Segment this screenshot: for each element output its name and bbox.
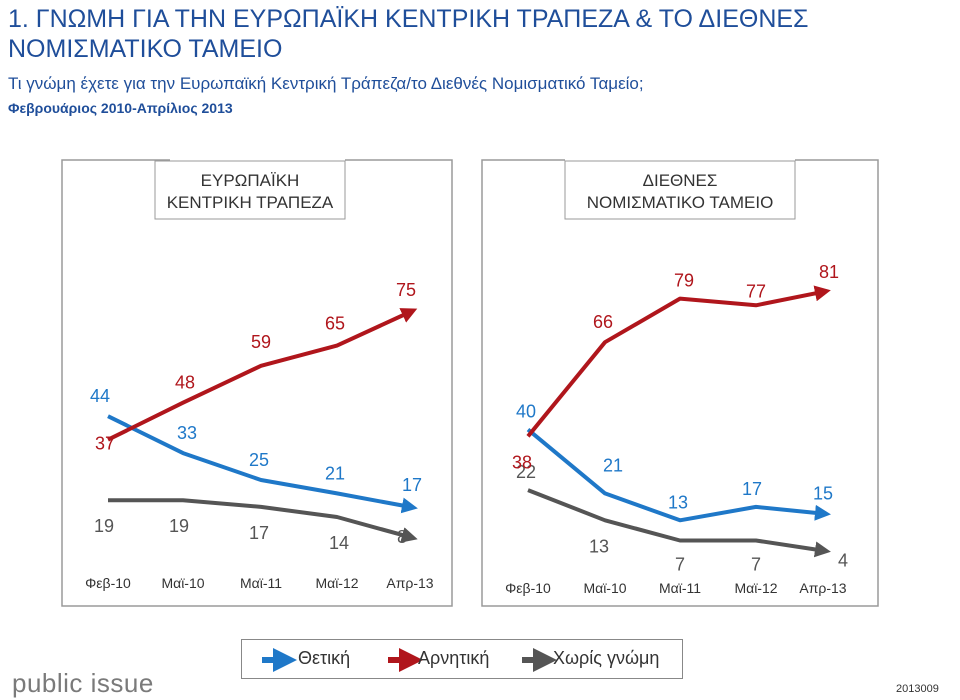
legend-negative-label: Αρνητική <box>418 648 490 668</box>
data-label-positive: 21 <box>325 463 345 483</box>
data-label-no_opinion: 14 <box>329 533 349 553</box>
survey-period: Φεβρουάριος 2010-Απρίλιος 2013 <box>8 100 233 116</box>
data-label-positive: 25 <box>249 450 269 470</box>
x-tick-label: Φεβ-10 <box>85 575 131 591</box>
data-label-negative: 81 <box>819 262 839 282</box>
public-issue-logo: public issue <box>12 668 154 698</box>
series-line-positive <box>526 428 831 523</box>
series-line-negative <box>107 308 418 442</box>
data-label-no_opinion: 7 <box>675 554 685 574</box>
x-tick-label: Μαϊ-10 <box>161 575 204 591</box>
x-tick-label: Φεβ-10 <box>505 580 551 596</box>
data-label-no_opinion: 8 <box>397 527 407 547</box>
data-label-no_opinion: 13 <box>589 536 609 556</box>
ecb-panel-frame <box>61 159 453 607</box>
report-code: 2013009 <box>896 683 939 695</box>
data-label-negative: 59 <box>251 332 271 352</box>
page-title: 1. ΓΝΩΜΗ ΓΙΑ ΤΗΝ ΕΥΡΩΠΑΪΚΗ ΚΕΝΤΡΙΚΗ ΤΡΑΠ… <box>8 5 809 63</box>
data-label-positive: 44 <box>90 386 110 406</box>
ecb-chart-panel: ΕΥΡΩΠΑΪΚΗ ΚΕΝΤΡΙΚΗ ΤΡΑΠΕΖΑ 19 19 17 14 8 44 33 2… <box>61 159 453 607</box>
data-label-negative: 66 <box>593 312 613 332</box>
data-label-no_opinion: 4 <box>838 551 848 571</box>
data-label-negative: 75 <box>396 280 416 300</box>
data-label-negative: 77 <box>746 281 766 301</box>
x-tick-label: Απρ-13 <box>386 575 433 591</box>
data-label-positive: 15 <box>813 484 833 504</box>
series-line-no_opinion <box>108 498 418 543</box>
imf-title-box <box>564 160 796 220</box>
imf-panel-frame <box>481 159 879 607</box>
data-label-positive: 17 <box>742 479 762 499</box>
data-label-no_opinion: 7 <box>751 554 761 574</box>
series-line-positive <box>107 414 418 514</box>
ecb-chart-title: ΕΥΡΩΠΑΪΚΗ ΚΕΝΤΡΙΚΗ ΤΡΑΠΕΖΑ <box>167 171 334 212</box>
series-line-negative <box>526 285 831 438</box>
imf-chart-title: ΔΙΕΘΝΕΣ ΝΟΜΙΣΜΑΤΙΚΟ ΤΑΜΕΙΟ <box>587 171 774 212</box>
x-tick-label: Μαϊ-12 <box>315 575 358 591</box>
data-label-positive: 21 <box>603 455 623 475</box>
data-label-positive: 33 <box>177 423 197 443</box>
series-line-no_opinion <box>527 488 831 558</box>
legend-positive-label: Θετική <box>298 648 351 668</box>
x-tick-label: Απρ-13 <box>799 580 846 596</box>
data-label-positive: 17 <box>402 475 422 495</box>
x-tick-label: Μαϊ-11 <box>240 575 282 591</box>
x-tick-label: Μαϊ-12 <box>734 580 777 596</box>
data-label-positive: 40 <box>516 402 536 422</box>
ecb-title-box <box>154 160 346 220</box>
legend-no-opinion-label: Χωρίς γνώμη <box>553 648 660 668</box>
data-label-no_opinion: 19 <box>169 516 189 536</box>
data-label-no_opinion: 17 <box>249 523 269 543</box>
question-subtitle: Τι γνώμη έχετε για την Ευρωπαϊκή Κεντρικ… <box>8 74 644 93</box>
data-label-no_opinion: 22 <box>516 462 536 482</box>
data-label-negative: 79 <box>674 271 694 291</box>
data-label-negative: 37 <box>95 434 115 454</box>
legend: Θετική Αρνητική Χωρίς γνώμη <box>241 639 683 679</box>
data-label-negative: 38 <box>512 452 532 472</box>
data-label-negative: 48 <box>175 373 195 393</box>
x-tick-label: Μαϊ-10 <box>583 580 626 596</box>
data-label-negative: 65 <box>325 314 345 334</box>
data-label-no_opinion: 19 <box>94 516 114 536</box>
x-tick-label: Μαϊ-11 <box>659 580 701 596</box>
data-label-positive: 13 <box>668 492 688 512</box>
